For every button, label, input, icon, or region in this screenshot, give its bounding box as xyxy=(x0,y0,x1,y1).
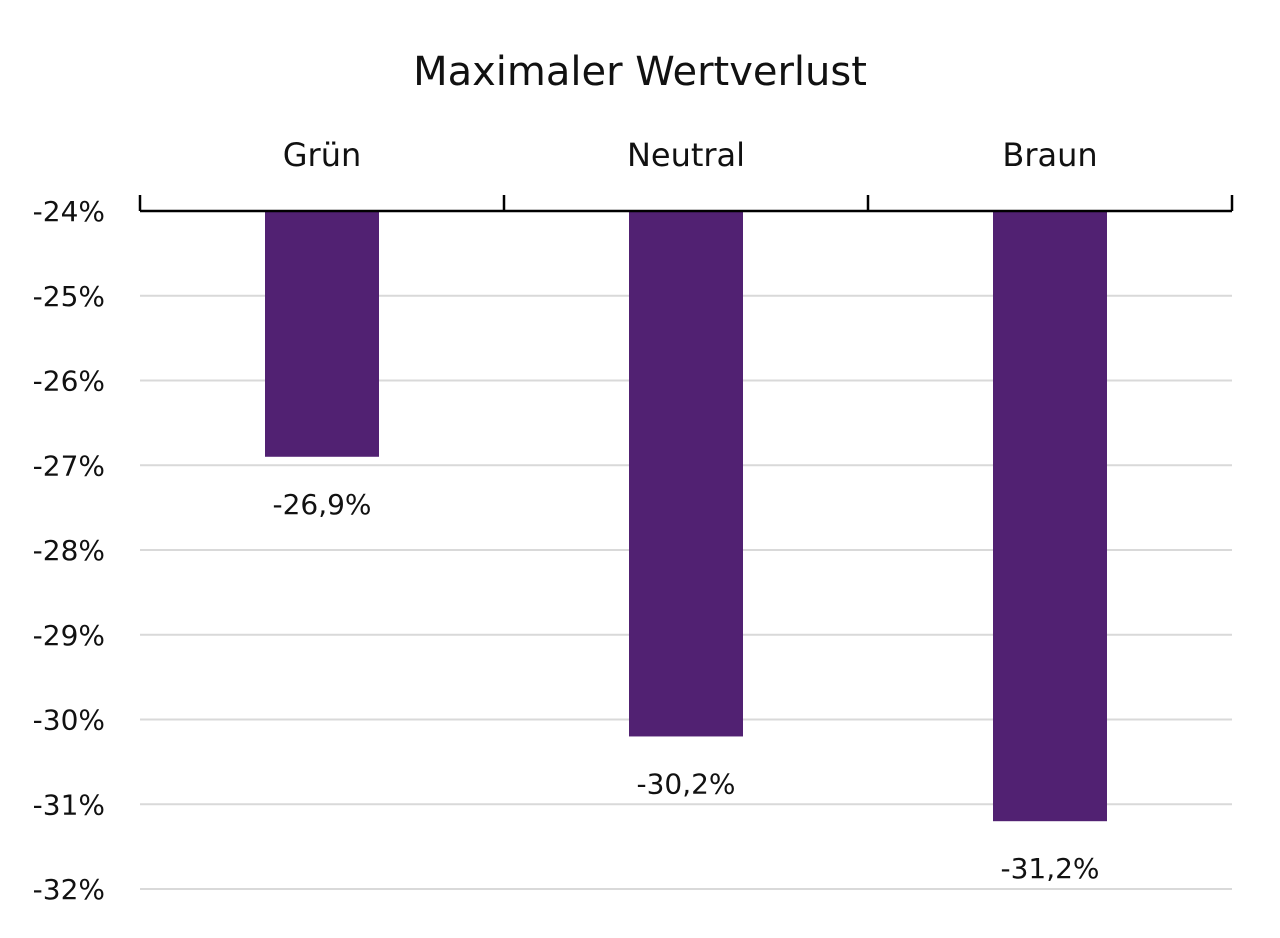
bars xyxy=(265,211,1107,822)
data-label: -31,2% xyxy=(1000,852,1099,885)
y-tick-label: -27% xyxy=(33,449,105,482)
y-tick-label: -31% xyxy=(33,788,105,821)
x-axis xyxy=(138,195,1234,213)
y-tick-label: -29% xyxy=(33,619,105,652)
bar xyxy=(993,211,1107,822)
data-labels: -26,9% -30,2% -31,2% xyxy=(272,488,1099,885)
bar xyxy=(265,211,379,457)
bar xyxy=(629,211,743,737)
y-tick-label: -24% xyxy=(33,195,105,228)
y-tick-label: -26% xyxy=(33,365,105,398)
y-tick-label: -30% xyxy=(33,704,105,737)
data-label: -26,9% xyxy=(272,488,371,521)
chart-title: Maximaler Wertverlust xyxy=(413,49,867,95)
y-tick-label: -28% xyxy=(33,534,105,567)
y-tick-label: -32% xyxy=(33,873,105,906)
data-label: -30,2% xyxy=(636,767,735,800)
category-label: Braun xyxy=(1002,136,1097,174)
category-labels: Grün Neutral Braun xyxy=(283,136,1098,174)
y-axis-ticks: -24% -25% -26% -27% -28% -29% -30% -31% -32% xyxy=(33,195,105,906)
category-label: Grün xyxy=(283,136,362,174)
category-label: Neutral xyxy=(627,136,745,174)
y-tick-label: -25% xyxy=(33,280,105,313)
